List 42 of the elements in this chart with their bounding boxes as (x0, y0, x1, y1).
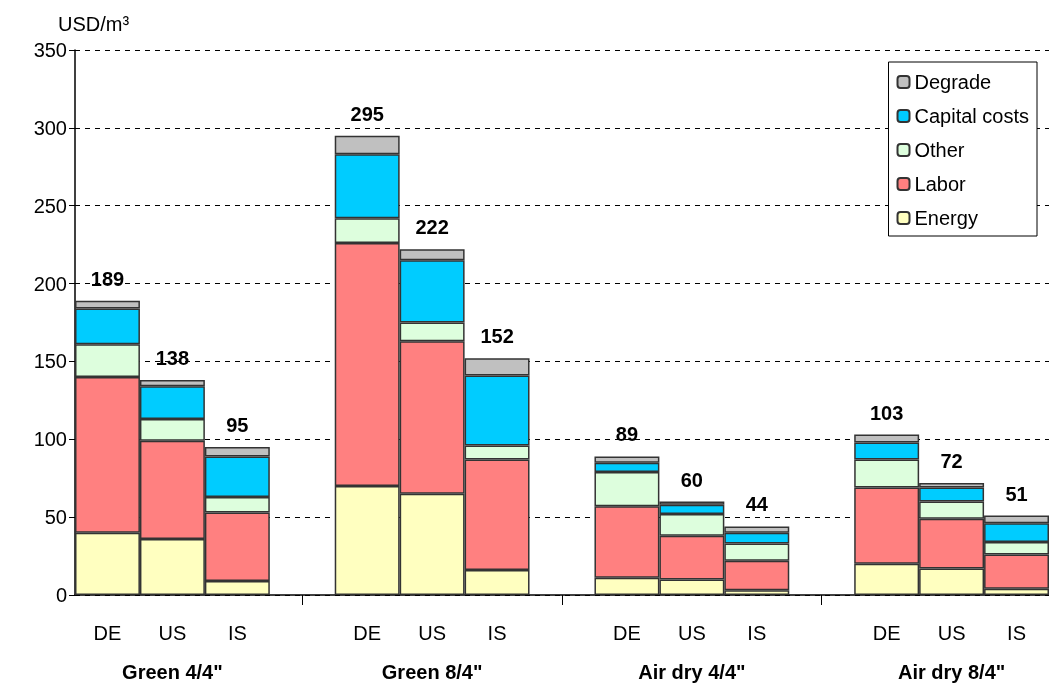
legend-label: Energy (914, 207, 978, 229)
total-label: 60 (680, 468, 703, 491)
total-label: 222 (415, 216, 449, 239)
x-tick-label: DE (93, 622, 122, 644)
y-tick-label: 0 (55, 584, 67, 606)
legend-label: Degrade (914, 71, 992, 93)
total-label: 103 (869, 401, 904, 424)
y-tick-label: 300 (33, 116, 67, 139)
total-label: 72 (940, 449, 963, 472)
x-tick-label: DE (353, 622, 382, 644)
x-tick-label: IS (487, 622, 507, 644)
y-tick-label: 100 (33, 428, 67, 451)
y-tick-label: 250 (33, 194, 67, 217)
y-tick-label: 150 (33, 350, 67, 373)
legend-label: Labor (914, 173, 966, 195)
y-tick-label: 50 (44, 506, 67, 529)
text: Air dry 8/4" (897, 661, 1006, 683)
x-tick-label: DE (613, 622, 641, 644)
text: Green 8/4" (381, 661, 483, 683)
y-tick-label: 200 (33, 272, 67, 295)
total-label: 44 (745, 493, 769, 516)
total-label: 152 (480, 325, 514, 348)
x-tick-label: DE (872, 622, 901, 644)
text: Green 4/4" (122, 661, 223, 683)
text: Air dry 4/4" (638, 661, 746, 683)
x-tick-label: IS (227, 622, 247, 644)
legend-label: Capital costs (914, 105, 1030, 127)
total-label: 95 (226, 414, 249, 437)
x-tick-label: US (418, 622, 447, 644)
total-label: 295 (350, 102, 384, 125)
x-tick-label: IS (1007, 622, 1026, 644)
x-tick-label: US (677, 622, 706, 644)
x-tick-label: US (158, 622, 187, 644)
x-tick-label: US (937, 622, 966, 644)
legend-label: Other (914, 139, 965, 161)
total-label: 51 (1005, 482, 1028, 505)
total-label: 89 (615, 423, 639, 446)
total-label: 138 (155, 347, 190, 370)
total-label: 189 (90, 267, 125, 290)
y-axis-title: USD/m³ (58, 13, 130, 35)
x-tick-label: IS (747, 622, 767, 644)
y-tick-label: 350 (33, 39, 67, 61)
